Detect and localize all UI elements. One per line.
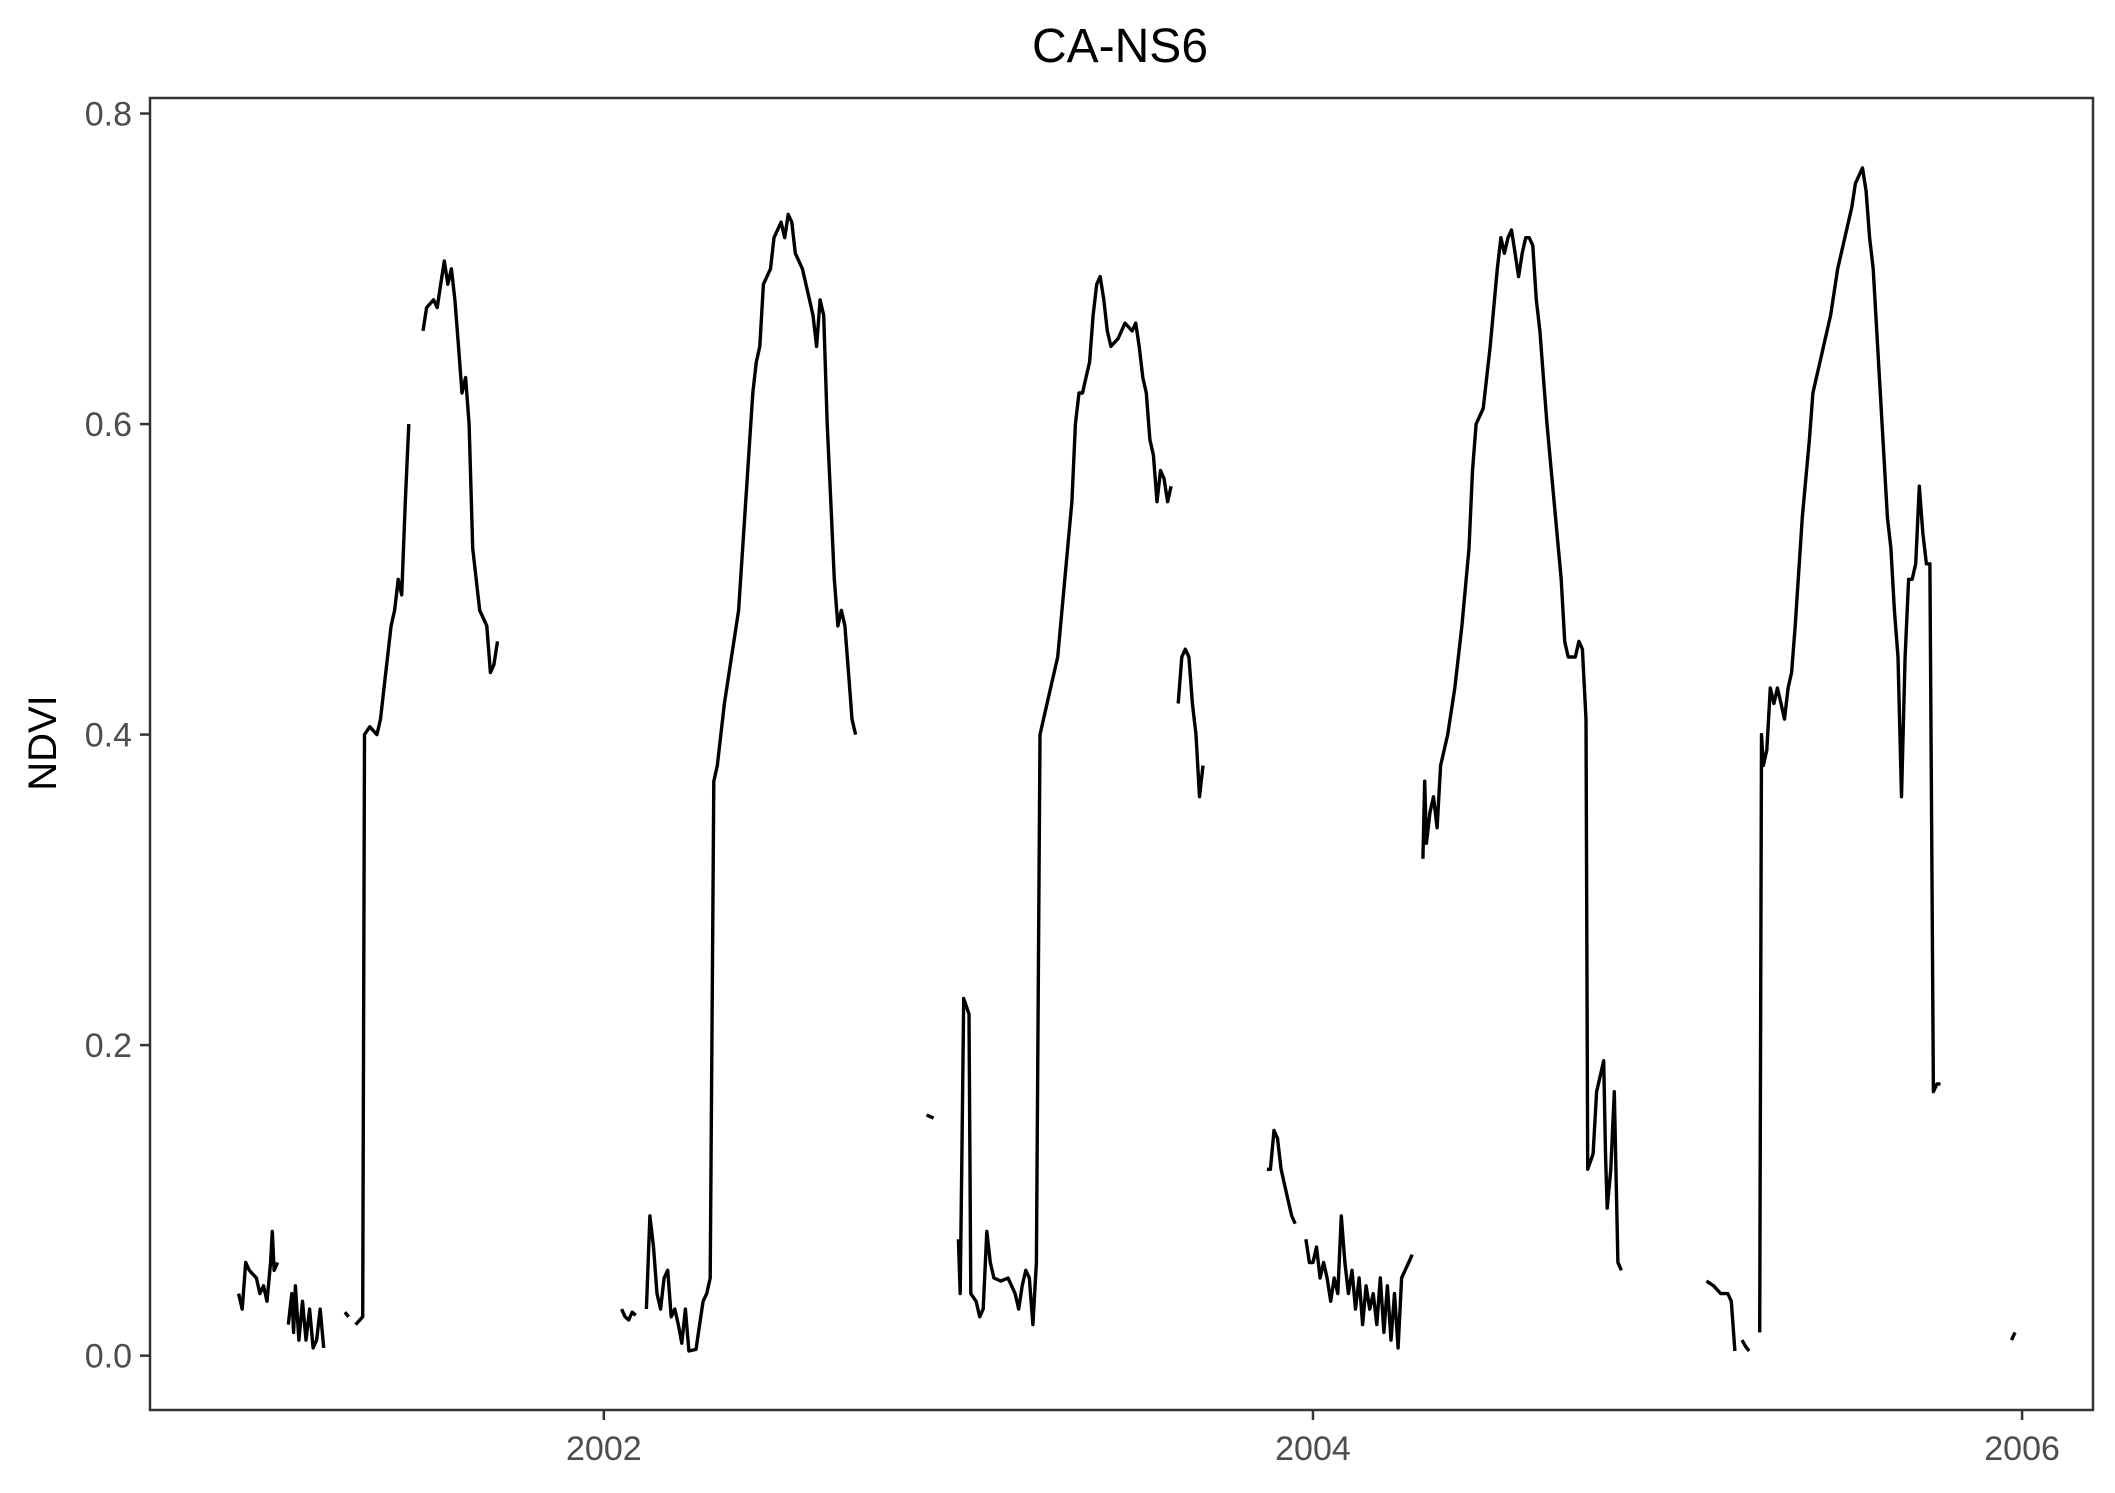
x-axis-ticks: 2002 2004 2006 [566, 1410, 2060, 1468]
ndvi-line-segment [925, 1113, 935, 1120]
ndvi-line-segment [956, 274, 1173, 1327]
ndvi-line-segment [354, 424, 411, 1326]
ndvi-line-segment [236, 1229, 280, 1311]
ndvi-line-segment [2009, 1331, 2017, 1341]
ndvi-line-segment [1266, 1128, 1297, 1225]
x-tick-label: 2004 [1275, 1430, 1351, 1468]
ndvi-line-segment [1758, 166, 1941, 1333]
y-tick-label: 0.6 [85, 406, 132, 444]
y-tick-label: 0.8 [85, 96, 132, 134]
ndvi-line-segment [1705, 1279, 1737, 1352]
y-tick-label: 0.4 [85, 717, 132, 755]
ndvi-line-segment [1740, 1339, 1751, 1353]
plot-panel-border [148, 96, 2095, 1412]
ndvi-series [236, 166, 2017, 1353]
ndvi-line-segment [620, 1308, 637, 1322]
y-tick-label: 0.2 [85, 1027, 132, 1065]
x-tick-label: 2002 [566, 1430, 642, 1468]
chart-title: CA-NS6 [1032, 20, 1208, 73]
ndvi-line-segment [343, 1311, 350, 1318]
ndvi-line-segment [1176, 647, 1205, 799]
y-tick-label: 0.0 [85, 1338, 132, 1376]
ndvi-line-segment [1304, 1214, 1414, 1350]
x-tick-label: 2006 [1984, 1430, 2060, 1468]
y-axis-ticks: 0.0 0.2 0.4 0.6 0.8 [85, 96, 150, 1376]
ndvi-line-segment [421, 259, 500, 675]
ndvi-line-segment [286, 1284, 326, 1350]
y-axis-label: NDVI [21, 695, 65, 791]
ndvi-line-segment [644, 212, 858, 1353]
ndvi-line-segment [1421, 228, 1623, 1271]
